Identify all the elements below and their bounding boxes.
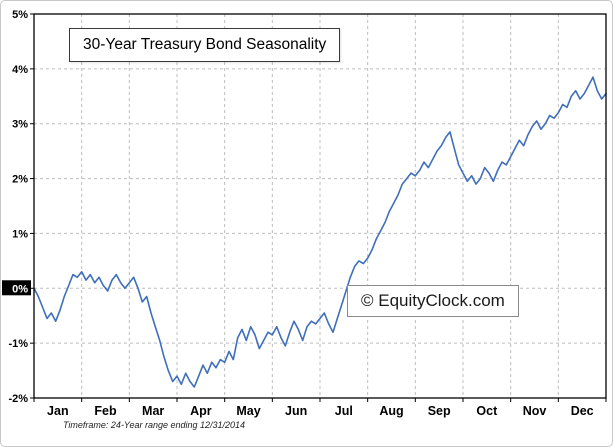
x-month-label: Jun [285, 404, 307, 418]
x-month-label: Sep [428, 404, 451, 418]
x-month-label: Mar [142, 404, 164, 418]
y-tick-label: 3% [12, 119, 28, 131]
x-month-label: Nov [523, 404, 547, 418]
equityclock-watermark: © EquityClock.com [347, 285, 519, 317]
x-month-label: Jan [47, 404, 69, 418]
zero-label-bg [2, 280, 31, 296]
y-tick-label: 0% [12, 283, 28, 295]
y-tick-label: -2% [8, 393, 28, 405]
series-line [33, 76, 607, 388]
x-month-label: Feb [94, 404, 117, 418]
x-month-label: Apr [190, 404, 212, 418]
y-tick-label: -1% [8, 338, 28, 350]
x-month-label: Jul [335, 404, 353, 418]
x-month-label: Oct [476, 404, 498, 418]
x-month-label: Aug [379, 404, 403, 418]
timeframe-footnote: Timeframe: 24-Year range ending 12/31/20… [63, 420, 246, 430]
y-tick-label: 5% [12, 9, 28, 21]
y-tick-label: 4% [12, 64, 28, 76]
x-month-label: Dec [571, 404, 594, 418]
y-tick-label: 2% [12, 174, 28, 186]
y-tick-label: 1% [12, 228, 28, 240]
chart-title: 30-Year Treasury Bond Seasonality [69, 28, 341, 62]
x-month-label: May [236, 404, 260, 418]
plot-border [33, 13, 607, 399]
